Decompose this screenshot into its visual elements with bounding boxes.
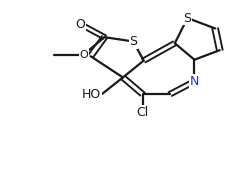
Text: S: S	[183, 12, 191, 24]
Text: S: S	[129, 35, 137, 48]
Text: O: O	[75, 18, 85, 31]
Text: N: N	[189, 75, 198, 88]
Text: O: O	[79, 50, 88, 60]
Text: Cl: Cl	[136, 106, 148, 119]
Text: HO: HO	[81, 88, 100, 101]
